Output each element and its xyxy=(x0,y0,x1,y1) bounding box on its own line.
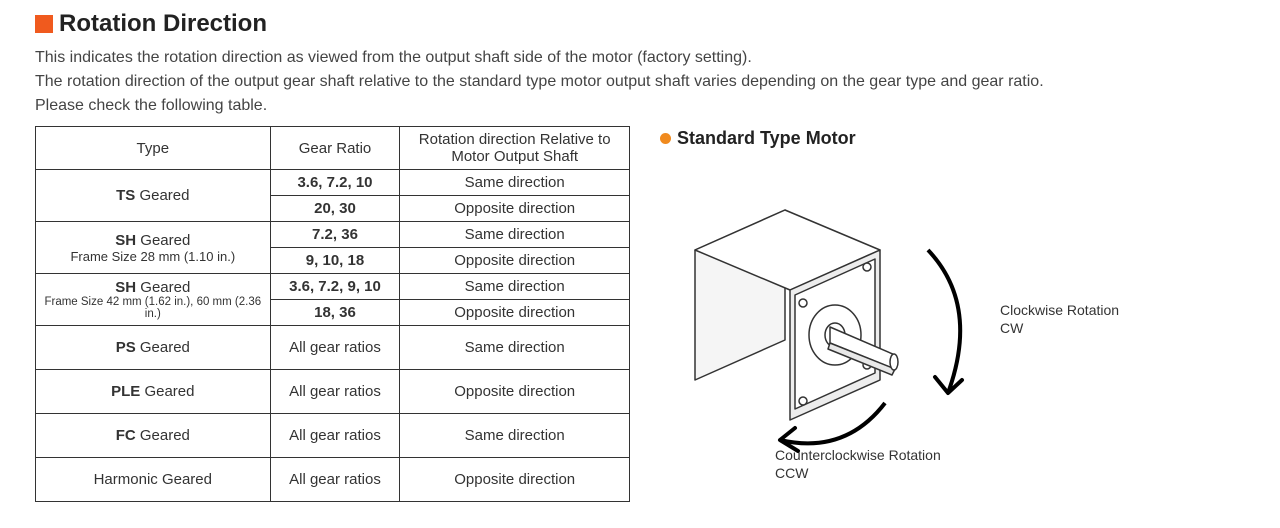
type-main: SH Geared xyxy=(44,279,262,296)
ratio-cell: 7.2, 36 xyxy=(270,222,400,248)
ratio-cell: 20, 30 xyxy=(270,196,400,222)
direction-cell: Same direction xyxy=(400,274,630,300)
direction-cell: Opposite direction xyxy=(400,196,630,222)
type-main: Harmonic Geared xyxy=(44,471,262,488)
intro-line-1: This indicates the rotation direction as… xyxy=(35,49,752,66)
cw-label-line1: Clockwise Rotation xyxy=(1000,302,1119,318)
col-type: Type xyxy=(36,127,271,170)
type-main: TS Geared xyxy=(44,187,262,204)
ccw-label: Counterclockwise Rotation CCW xyxy=(775,446,941,482)
col-direction: Rotation direction Relative to Motor Out… xyxy=(400,127,630,170)
diagram-title: Standard Type Motor xyxy=(677,128,856,149)
table-row: SH GearedFrame Size 42 mm (1.62 in.), 60… xyxy=(36,274,630,300)
intro-line-3: Please check the following table. xyxy=(35,97,267,114)
direction-cell: Same direction xyxy=(400,414,630,458)
type-cell: SH GearedFrame Size 42 mm (1.62 in.), 60… xyxy=(36,274,271,326)
accent-square-icon xyxy=(35,15,53,33)
type-cell: TS Geared xyxy=(36,170,271,222)
intro-line-2: The rotation direction of the output gea… xyxy=(35,73,1044,90)
dot-icon xyxy=(660,133,671,144)
ratio-cell: All gear ratios xyxy=(270,370,400,414)
ratio-cell: 9, 10, 18 xyxy=(270,248,400,274)
direction-cell: Same direction xyxy=(400,222,630,248)
table-row: PS Geared All gear ratiosSame direction xyxy=(36,326,630,370)
content-row: Type Gear Ratio Rotation direction Relat… xyxy=(35,126,1245,502)
type-main: SH Geared xyxy=(44,232,262,249)
direction-cell: Opposite direction xyxy=(400,370,630,414)
direction-cell: Same direction xyxy=(400,170,630,196)
table-row: Harmonic Geared All gear ratiosOpposite d… xyxy=(36,458,630,502)
ratio-cell: 3.6, 7.2, 10 xyxy=(270,170,400,196)
type-cell: SH GearedFrame Size 28 mm (1.10 in.) xyxy=(36,222,271,274)
table-row: TS Geared3.6, 7.2, 10Same direction xyxy=(36,170,630,196)
table-header-row: Type Gear Ratio Rotation direction Relat… xyxy=(36,127,630,170)
ratio-cell: All gear ratios xyxy=(270,458,400,502)
ratio-cell: All gear ratios xyxy=(270,326,400,370)
type-cell: PLE Geared xyxy=(36,370,271,414)
type-sub: Frame Size 28 mm (1.10 in.) xyxy=(44,249,262,264)
ccw-label-line1: Counterclockwise Rotation xyxy=(775,447,941,463)
gear-table: Type Gear Ratio Rotation direction Relat… xyxy=(35,126,630,502)
intro-text: This indicates the rotation direction as… xyxy=(35,46,1245,118)
table-row: FC Geared All gear ratiosSame direction xyxy=(36,414,630,458)
direction-cell: Opposite direction xyxy=(400,458,630,502)
section-title: Rotation Direction xyxy=(59,10,267,38)
table-body: TS Geared3.6, 7.2, 10Same direction20, 3… xyxy=(36,170,630,502)
type-main: FC Geared xyxy=(44,427,262,444)
table-row: SH GearedFrame Size 28 mm (1.10 in.)7.2,… xyxy=(36,222,630,248)
gear-table-wrap: Type Gear Ratio Rotation direction Relat… xyxy=(35,126,630,502)
direction-cell: Opposite direction xyxy=(400,248,630,274)
type-cell: Harmonic Geared xyxy=(36,458,271,502)
type-cell: FC Geared xyxy=(36,414,271,458)
ratio-cell: 18, 36 xyxy=(270,300,400,326)
section-header: Rotation Direction xyxy=(35,10,1245,38)
ratio-cell: All gear ratios xyxy=(270,414,400,458)
cw-label-line2: CW xyxy=(1000,320,1023,336)
type-sub: Frame Size 42 mm (1.62 in.), 60 mm (2.36… xyxy=(44,296,262,320)
type-main: PS Geared xyxy=(44,339,262,356)
cw-label: Clockwise Rotation CW xyxy=(1000,301,1119,337)
type-main: PLE Geared xyxy=(44,383,262,400)
table-row: PLE Geared All gear ratiosOpposite direct… xyxy=(36,370,630,414)
direction-cell: Opposite direction xyxy=(400,300,630,326)
ccw-label-line2: CCW xyxy=(775,465,808,481)
ratio-cell: 3.6, 7.2, 9, 10 xyxy=(270,274,400,300)
cw-arrow-icon xyxy=(928,250,962,393)
col-ratio: Gear Ratio xyxy=(270,127,400,170)
direction-cell: Same direction xyxy=(400,326,630,370)
motor-diagram-wrap: Standard Type Motor xyxy=(660,126,1245,502)
type-cell: PS Geared xyxy=(36,326,271,370)
diagram-title-row: Standard Type Motor xyxy=(660,128,1245,149)
